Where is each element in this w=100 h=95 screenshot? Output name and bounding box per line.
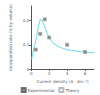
svg-text:Current density (A · dm⁻²): Current density (A · dm⁻²) xyxy=(37,79,89,84)
svg-text:0: 0 xyxy=(30,71,33,76)
svg-text:Theory: Theory xyxy=(64,88,80,93)
svg-text:4: 4 xyxy=(66,71,69,76)
svg-text:Experimental: Experimental xyxy=(28,88,55,93)
svg-text:6: 6 xyxy=(84,71,87,76)
svg-text:Incorporation rate (% by volum: Incorporation rate (% by volume) xyxy=(8,4,13,71)
svg-text:0: 0 xyxy=(26,66,30,72)
svg-text:2: 2 xyxy=(48,71,51,76)
svg-text:0.1: 0.1 xyxy=(23,42,30,47)
svg-text:0.2: 0.2 xyxy=(23,18,30,23)
